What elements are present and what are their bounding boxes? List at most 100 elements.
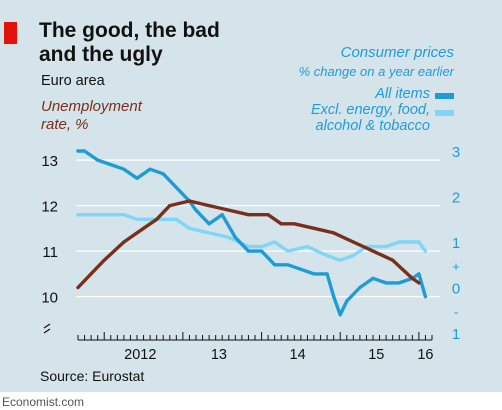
- data-point: [371, 276, 375, 280]
- data-point: [397, 281, 401, 285]
- left-axis-ticks: 13 12 11 10: [41, 153, 58, 334]
- x-tick-label: 2012: [124, 347, 156, 363]
- data-point: [122, 167, 126, 171]
- source-note: Source: Eurostat: [40, 368, 145, 384]
- data-point: [345, 299, 349, 303]
- data-point: [410, 240, 414, 244]
- gridlines: [76, 159, 440, 298]
- data-point: [89, 272, 93, 276]
- data-point: [122, 213, 126, 217]
- data-point: [397, 240, 401, 244]
- data-point: [96, 158, 100, 162]
- data-point: [286, 263, 290, 267]
- data-point: [305, 245, 309, 249]
- legend-label-all-items: All items: [375, 86, 430, 102]
- data-point: [279, 222, 283, 226]
- data-point: [417, 240, 421, 244]
- data-point: [417, 281, 421, 285]
- legend-swatch-all-items: [435, 93, 454, 99]
- x-axis: 2012 13 14 15 16: [77, 332, 434, 363]
- legend-swatch-core: [435, 110, 454, 116]
- data-point: [233, 235, 237, 239]
- data-point: [325, 254, 329, 258]
- data-point: [358, 285, 362, 290]
- data-point: [246, 245, 250, 249]
- data-point: [260, 249, 264, 253]
- right-tick-label: 0: [452, 281, 460, 298]
- data-point: [174, 217, 178, 221]
- data-point: [260, 245, 264, 249]
- x-tick-label: 16: [417, 347, 433, 363]
- data-point: [351, 240, 355, 244]
- data-point: [174, 185, 178, 189]
- line-chart: 13 12 11 10 3 2 1 +0 - 1 2012 13 14 15 16: [41, 144, 460, 363]
- data-point: [187, 226, 191, 230]
- data-point: [351, 254, 355, 258]
- left-tick-label: 11: [42, 244, 58, 261]
- data-point: [109, 213, 113, 217]
- data-point: [122, 240, 126, 244]
- data-point: [155, 217, 159, 221]
- x-tick-label: 14: [290, 347, 306, 363]
- data-point: [423, 295, 427, 299]
- data-point: [292, 222, 296, 226]
- left-tick-label: 12: [41, 199, 58, 216]
- data-point: [96, 213, 100, 217]
- data-point: [273, 240, 277, 244]
- data-point: [220, 213, 224, 217]
- data-point: [286, 249, 290, 253]
- data-point: [207, 222, 211, 226]
- left-axis-title-line-1: Unemployment: [41, 98, 142, 115]
- data-point: [246, 249, 250, 253]
- data-point: [299, 267, 303, 271]
- data-point: [194, 208, 198, 212]
- data-point: [148, 217, 152, 221]
- data-point: [325, 272, 329, 276]
- data-point: [142, 226, 146, 230]
- data-point: [83, 149, 87, 153]
- data-point: [410, 276, 414, 280]
- data-point: [423, 249, 427, 253]
- data-point: [312, 226, 316, 230]
- right-tick-label: 2: [452, 190, 460, 207]
- left-axis-title-line-2: rate, %: [41, 116, 89, 133]
- data-point: [312, 272, 316, 276]
- left-tick-label: 13: [41, 153, 58, 170]
- data-point: [273, 263, 277, 267]
- data-point: [246, 213, 250, 217]
- data-point: [168, 204, 172, 208]
- data-point: [102, 258, 106, 262]
- data-point: [148, 167, 152, 171]
- x-tick-label: 15: [368, 347, 384, 363]
- chart-panel: [0, 0, 502, 392]
- data-point: [207, 204, 211, 208]
- data-point: [76, 213, 80, 217]
- right-tick-label: 1: [452, 326, 460, 343]
- brand-red-mark: [4, 22, 17, 44]
- footer-credit: Economist.com: [2, 395, 85, 409]
- right-tick-label: 1: [452, 235, 460, 252]
- legend-label-core-line-2: alcohol & tobacco: [315, 118, 430, 134]
- data-point: [76, 149, 80, 153]
- data-point: [384, 245, 388, 249]
- data-point: [338, 313, 342, 317]
- right-axis-ticks: 3 2 1 +0 - 1: [452, 144, 460, 343]
- series-line: [76, 149, 428, 317]
- right-axis-title-line-1: Consumer prices: [340, 44, 454, 61]
- left-tick-label: 10: [41, 290, 58, 307]
- right-tick-label: +: [452, 259, 460, 274]
- data-point: [135, 217, 139, 221]
- data-point: [227, 235, 231, 239]
- data-point: [371, 249, 375, 253]
- data-point: [161, 172, 165, 176]
- data-point: [332, 231, 336, 235]
- axis-break-icon: [43, 323, 51, 334]
- data-point: [109, 163, 113, 167]
- chart-title-line-1: The good, the bad: [39, 19, 220, 42]
- data-point: [227, 208, 231, 212]
- data-point: [391, 258, 395, 262]
- right-tick-label: -: [454, 304, 458, 319]
- data-point: [207, 231, 211, 235]
- data-point: [417, 272, 421, 276]
- data-point: [332, 295, 336, 299]
